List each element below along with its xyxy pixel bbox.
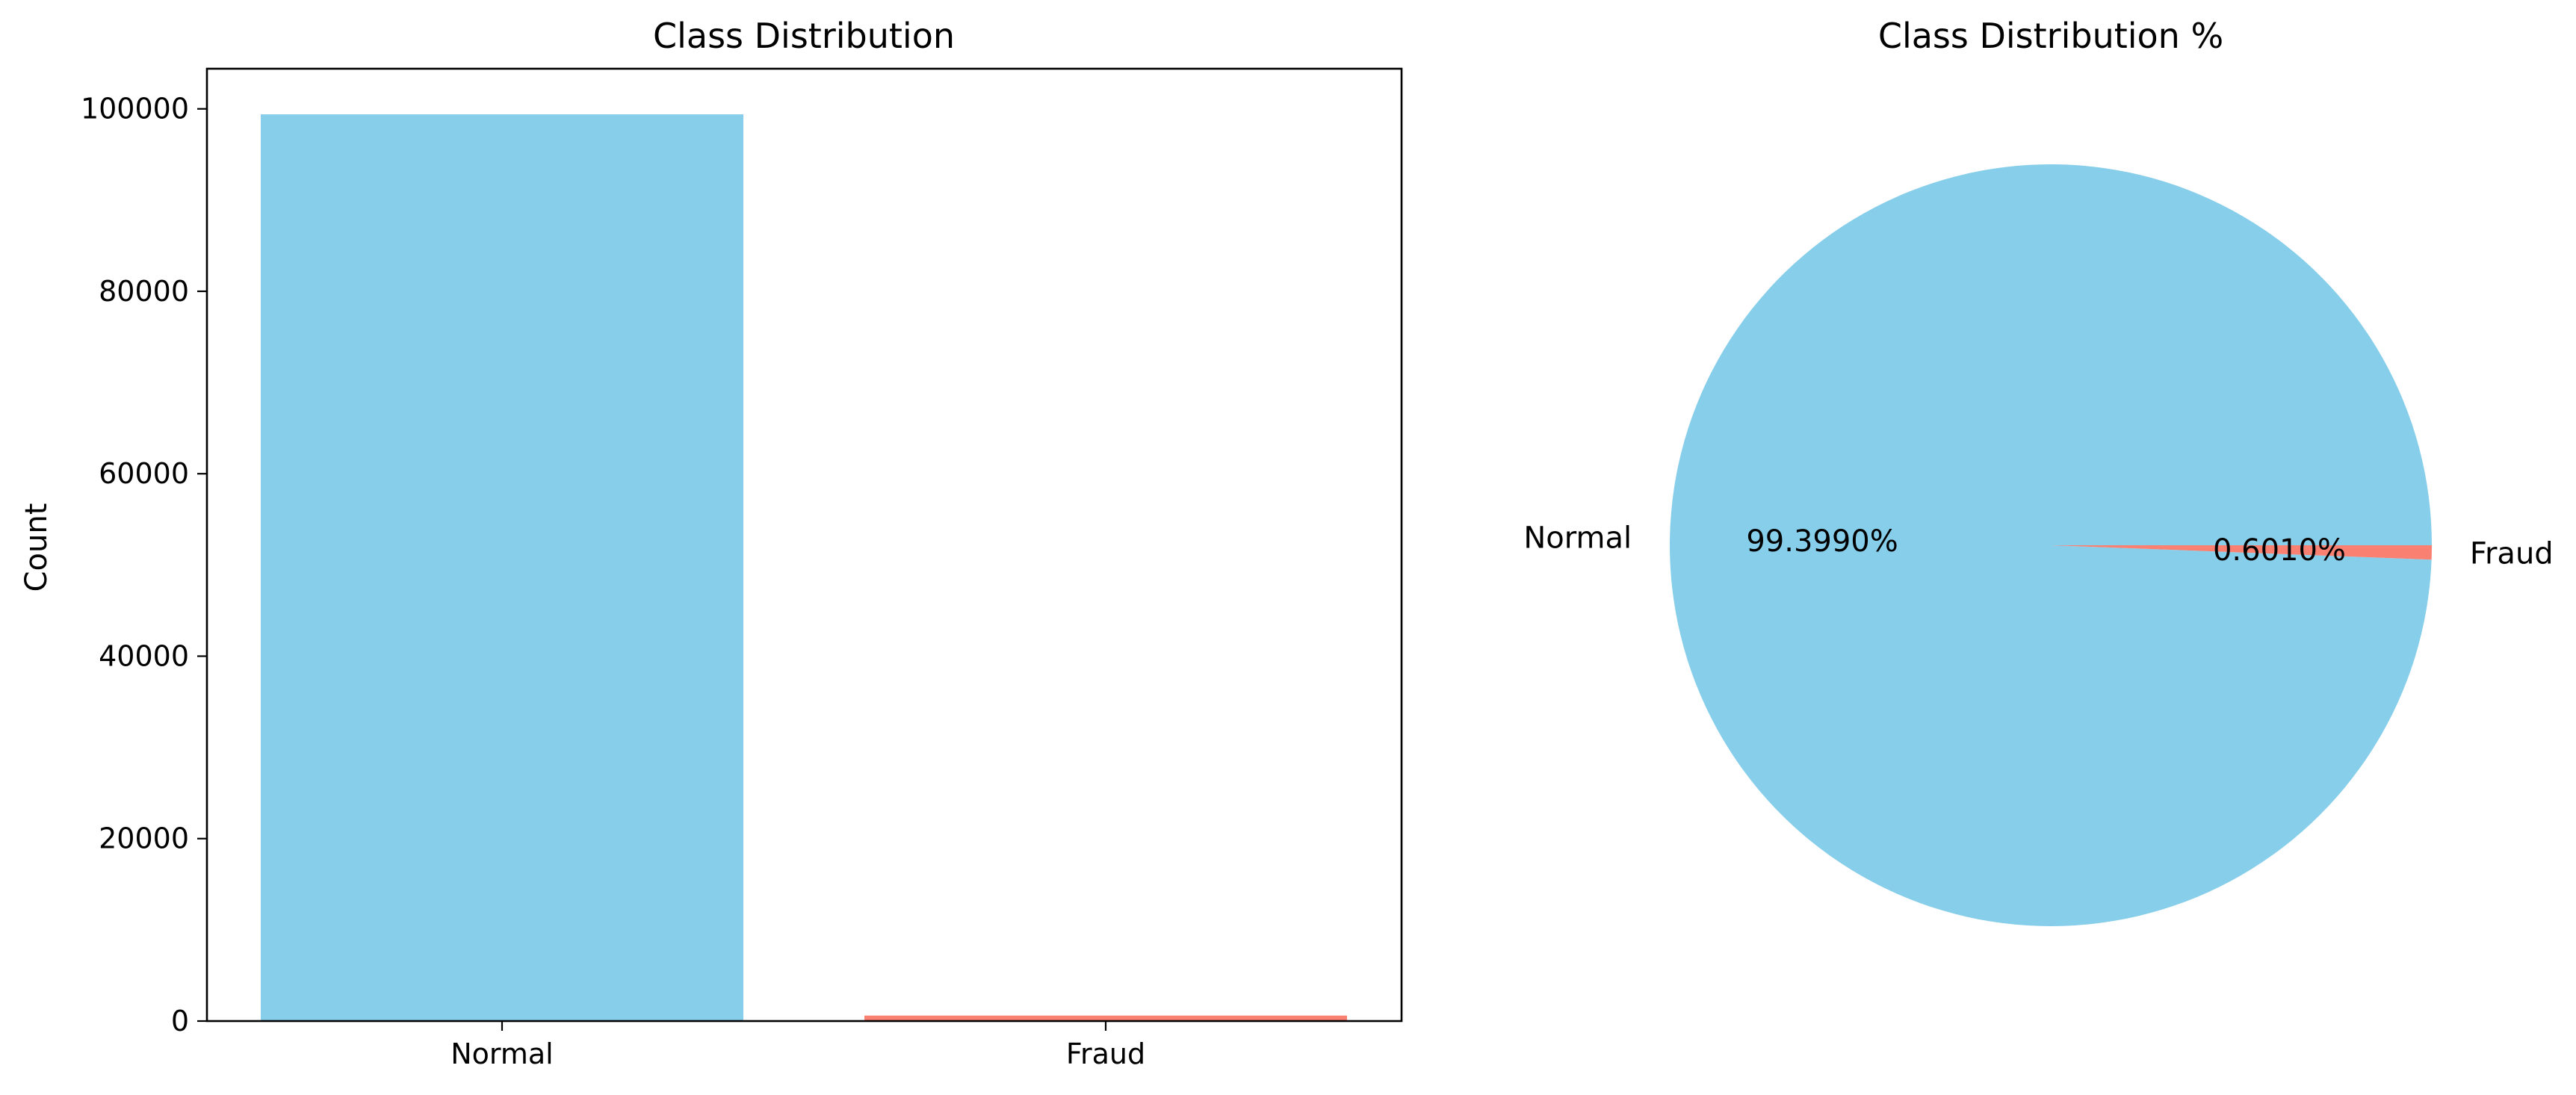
y-tick-label-0: 0 [171, 1005, 189, 1037]
bar-y-ticks: 0 20000 40000 60000 80000 100000 [81, 93, 207, 1037]
y-tick-label-100000: 100000 [81, 93, 189, 125]
y-tick-label-60000: 60000 [99, 457, 189, 490]
bar-marks [261, 114, 1347, 1021]
pie-chart-panel: Class Distribution % Normal 99.3990% Fraud… [1523, 16, 2554, 927]
pie-chart-title: Class Distribution % [1878, 16, 2223, 56]
bar-chart-panel: Class Distribution Count 0 20000 40000 6000… [19, 16, 1403, 1070]
y-tick-label-40000: 40000 [99, 639, 189, 672]
pie-labels: Normal 99.3990% Fraud 0.6010% [1523, 521, 2553, 571]
pie-pct-label-fraud: 0.6010% [2213, 533, 2346, 568]
bar-chart-axes-frame [205, 67, 1403, 1023]
pie-label-fraud: Fraud [2470, 537, 2554, 571]
pie-wedge-normal [1670, 164, 2432, 927]
bar-chart-title: Class Distribution [653, 16, 955, 56]
pie-label-normal: Normal [1523, 521, 1632, 555]
pie-wedge-fraud [2051, 545, 2432, 560]
bar-x-ticks: Normal Fraud [451, 1021, 1145, 1070]
y-tick-label-20000: 20000 [99, 822, 189, 855]
pie-wedges [1670, 164, 2432, 927]
y-tick-label-80000: 80000 [99, 275, 189, 308]
bar-fraud [864, 1015, 1347, 1021]
x-tick-label-fraud: Fraud [1066, 1037, 1145, 1070]
bar-normal [261, 114, 743, 1021]
x-tick-label-normal: Normal [451, 1037, 554, 1070]
pie-pct-label-normal: 99.3990% [1746, 524, 1898, 559]
bar-chart-y-axis-label: Count [19, 503, 54, 592]
